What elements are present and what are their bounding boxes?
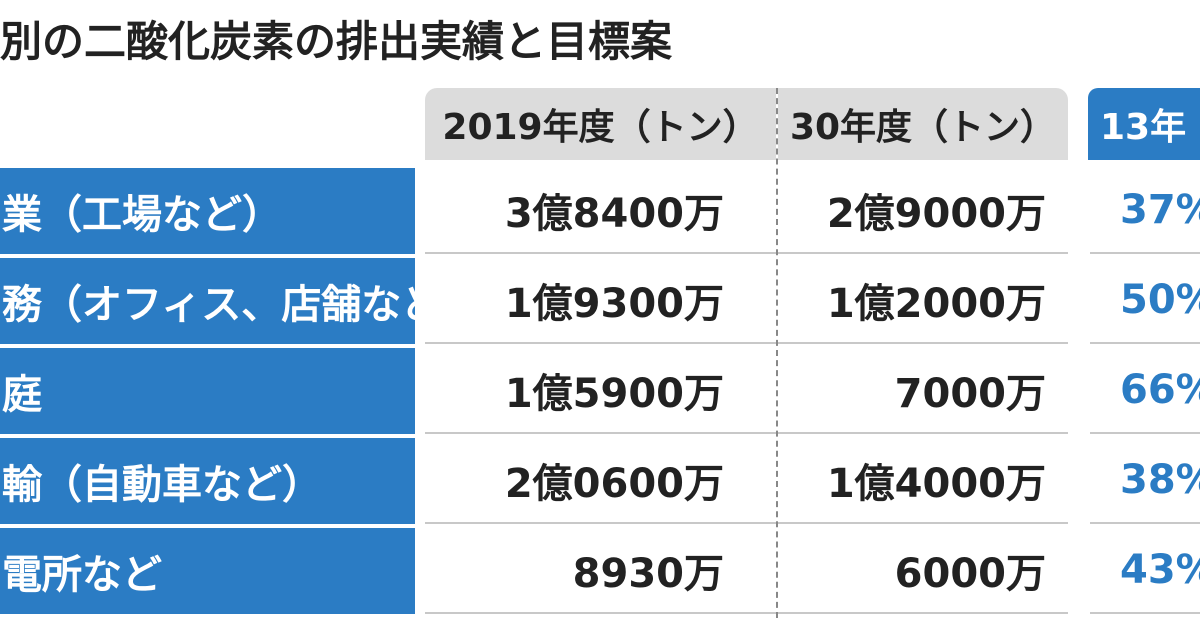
percent-cell: 37% (1090, 168, 1200, 254)
percent-cell: 66% (1090, 348, 1200, 434)
value-cell: 7000万 (778, 348, 1068, 434)
column-header: 13年 (1088, 88, 1200, 160)
row-label: 務（オフィス、店舗など） (0, 258, 415, 344)
value-cell: 3億8400万 (425, 168, 776, 254)
value-cell: 2億9000万 (778, 168, 1068, 254)
percent-cell: 43% (1090, 528, 1200, 614)
value-cell: 8930万 (425, 528, 776, 614)
value-cell: 2億0600万 (425, 438, 776, 524)
value-cell: 1億4000万 (778, 438, 1068, 524)
divider (776, 88, 778, 618)
row-label: 業（工場など） (0, 168, 415, 254)
column-header: 30年度（トン） (778, 88, 1068, 160)
value-cell: 1億2000万 (778, 258, 1068, 344)
percent-cell: 50% (1090, 258, 1200, 344)
value-cell: 6000万 (778, 528, 1068, 614)
column-header: 2019年度（トン） (425, 88, 776, 160)
row-label: 輸（自動車など） (0, 438, 415, 524)
row-label: 電所など (0, 528, 415, 614)
percent-cell: 38% (1090, 438, 1200, 524)
title: 別の二酸化炭素の排出実績と目標案 (0, 17, 673, 66)
value-cell: 1億9300万 (425, 258, 776, 344)
value-cell: 1億5900万 (425, 348, 776, 434)
row-label: 庭 (0, 348, 415, 434)
